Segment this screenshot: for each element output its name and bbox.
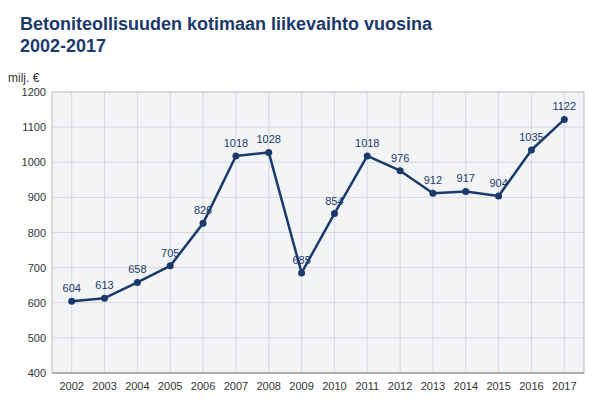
grid-line-x (104, 92, 105, 373)
point (331, 210, 338, 217)
y-tick-label: 700 (28, 262, 46, 274)
x-tick-label: 2013 (421, 380, 445, 392)
point (495, 192, 502, 199)
x-tick-label: 2008 (256, 380, 280, 392)
point (68, 298, 75, 305)
data-label: 1122 (552, 100, 576, 112)
data-label: 1018 (224, 137, 248, 149)
grid-line-x (498, 92, 499, 373)
point (265, 149, 272, 156)
x-tick-label: 2012 (388, 380, 412, 392)
point (528, 146, 535, 153)
grid-line-y (52, 92, 584, 93)
data-label: 705 (161, 247, 179, 259)
plot-area (52, 92, 584, 373)
line (72, 119, 565, 301)
grid-line-x (334, 92, 335, 373)
y-tick-label: 1000 (22, 156, 46, 168)
grid-line-x (203, 92, 204, 373)
y-tick-label: 1200 (22, 86, 46, 98)
point (134, 279, 141, 286)
y-tick-label: 1100 (22, 121, 46, 133)
grid-line-y (52, 127, 584, 128)
grid-line-x (170, 92, 171, 373)
y-tick-label: 800 (28, 227, 46, 239)
data-label: 976 (391, 152, 409, 164)
series (68, 116, 568, 305)
x-tick-label: 2015 (486, 380, 510, 392)
x-tick-label: 2016 (519, 380, 543, 392)
data-label: 854 (325, 195, 343, 207)
data-label: 1035 (519, 131, 543, 143)
y-axis-label: milj. € (8, 71, 40, 85)
point (167, 262, 174, 269)
point (364, 152, 371, 159)
x-tick-label: 2002 (59, 380, 83, 392)
data-labels: 604 613 658 705 826 1018 1028 685 854 1018 976 912 9… (63, 100, 577, 294)
data-label: 826 (194, 204, 212, 216)
x-tick-label: 2009 (289, 380, 313, 392)
data-label: 685 (292, 254, 310, 266)
data-label: 604 (63, 282, 81, 294)
point (232, 152, 239, 159)
point (429, 190, 436, 197)
point (397, 167, 404, 174)
y-tick-label: 500 (28, 332, 46, 344)
x-tick-label: 2010 (322, 380, 346, 392)
grid-line-x (432, 92, 433, 373)
y-tick-label: 900 (28, 191, 46, 203)
grid-line-y (52, 373, 584, 374)
x-tick-label: 2004 (125, 380, 149, 392)
data-label: 912 (424, 174, 442, 186)
y-tick-label: 600 (28, 297, 46, 309)
data-label: 658 (128, 263, 146, 275)
grid-line-x (465, 92, 466, 373)
point (561, 116, 568, 123)
x-tick-label: 2006 (191, 380, 215, 392)
x-tick-label: 2014 (454, 380, 478, 392)
grid-line-x (564, 92, 565, 373)
data-label: 917 (457, 172, 475, 184)
data-label: 904 (489, 177, 507, 189)
grid-line-x (137, 92, 138, 373)
chart: Betoniteollisuuden kotimaan liikevaihto … (0, 0, 600, 411)
chart-container: Betoniteollisuuden kotimaan liikevaihto … (0, 0, 600, 411)
x-tick-label: 2011 (355, 380, 379, 392)
point (101, 295, 108, 302)
grid-line-x (235, 92, 236, 373)
point (298, 269, 305, 276)
grid-line-y (52, 337, 584, 338)
grid (52, 92, 584, 373)
x-tick-label: 2003 (92, 380, 116, 392)
x-tick-label: 2007 (224, 380, 248, 392)
grid-line-y (52, 302, 584, 303)
x-axis-line (52, 373, 584, 374)
point (200, 220, 207, 227)
title: Betoniteollisuuden kotimaan liikevaihto … (20, 14, 437, 56)
grid-line-x (71, 92, 72, 373)
y-tick-label: 400 (28, 367, 46, 379)
grid-line-x (301, 92, 302, 373)
point (462, 188, 469, 195)
grid-line-y (52, 162, 584, 163)
grid-line-y (52, 197, 584, 198)
data-label: 1018 (355, 137, 379, 149)
grid-line-y (52, 232, 584, 233)
x-tick-label: 2005 (158, 380, 182, 392)
data-label: 613 (95, 279, 113, 291)
grid-line-x (367, 92, 368, 373)
grid-line-x (400, 92, 401, 373)
data-label: 1028 (256, 133, 280, 145)
x-tick-label: 2017 (552, 380, 576, 392)
